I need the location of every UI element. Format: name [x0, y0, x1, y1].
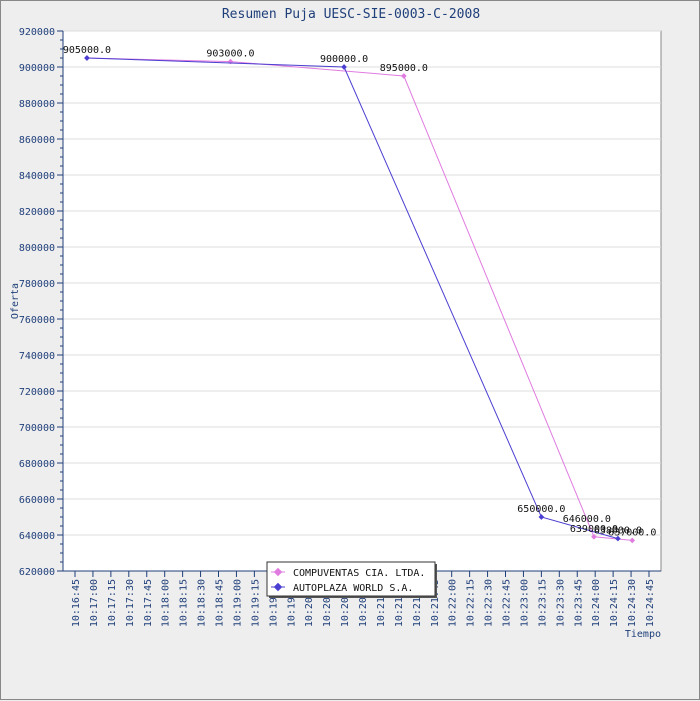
data-label: 637000.0 — [608, 527, 656, 538]
axes: 620000 640000 660000 680000 700000 720000 7400… — [19, 27, 661, 627]
x-tick-label: 10:24:30 — [627, 579, 638, 627]
x-tick-label: 10:20:45 — [358, 579, 369, 627]
x-tick-label: 10:22:15 — [466, 579, 477, 627]
x-tick-label: 10:21:45 — [430, 579, 441, 627]
y-tick-label: 880000 — [19, 99, 55, 110]
y-tick-label: 680000 — [19, 459, 55, 470]
x-tick-label: 10:22:00 — [448, 579, 459, 627]
x-tick-label: 10:19:15 — [250, 579, 261, 627]
legend-box — [266, 561, 436, 597]
x-tick-label: 10:22:30 — [484, 579, 495, 627]
x-tick-label: 10:24:00 — [591, 579, 602, 627]
y-tick-label: 640000 — [19, 531, 55, 542]
x-axis-title: Tiempo — [625, 629, 661, 640]
x-tick-label: 10:21:30 — [412, 579, 423, 627]
y-tick-label: 800000 — [19, 243, 55, 254]
legend: COMPUVENTAS CIA. LTDA. AUTOPLAZA WORLD S.… — [266, 561, 437, 598]
x-tick-label: 10:17:15 — [107, 579, 118, 627]
x-tick-label: 10:24:15 — [609, 579, 620, 627]
data-labels: 905000.0 903000.0 895000.0 639000.0637000.0… — [63, 45, 656, 538]
legend-entry: AUTOPLAZA WORLD S.A. — [293, 583, 413, 594]
x-tick-label: 10:19:30 — [268, 579, 279, 627]
grid — [63, 30, 661, 572]
data-point — [629, 537, 636, 544]
y-tick-label: 820000 — [19, 207, 55, 218]
y-tick-label: 620000 — [19, 567, 55, 578]
x-tick-label: 10:19:00 — [232, 579, 243, 627]
x-tick-label: 10:22:45 — [502, 579, 513, 627]
y-tick-label: 700000 — [19, 423, 55, 434]
y-tick-label: 920000 — [19, 27, 55, 38]
y-tick-label: 760000 — [19, 315, 55, 326]
x-tick-label: 10:20:30 — [340, 579, 351, 627]
x-tick-label: 10:18:00 — [161, 579, 172, 627]
x-tick-label: 10:17:45 — [143, 579, 154, 627]
y-axis-title: Oferta — [10, 283, 21, 319]
y-tick-label: 720000 — [19, 387, 55, 398]
x-tick-label: 10:24:45 — [645, 579, 656, 627]
data-label: 650000.0 — [517, 504, 565, 515]
x-tick-label: 10:20:00 — [304, 579, 315, 627]
x-tick-label: 10:19:45 — [286, 579, 297, 627]
data-point — [591, 533, 597, 540]
x-tick-label: 10:23:45 — [573, 579, 584, 627]
x-tick-label: 10:23:00 — [519, 579, 530, 627]
y-tick-label: 740000 — [19, 351, 55, 362]
x-tick-label: 10:23:30 — [555, 579, 566, 627]
data-label: 900000.0 — [320, 54, 368, 65]
x-tick-label: 10:21:15 — [394, 579, 405, 627]
data-label: 638000.0 — [594, 526, 642, 537]
x-tick-label: 10:16:45 — [71, 579, 82, 627]
x-tick-label: 10:17:30 — [125, 579, 136, 627]
data-label: 639000.0 — [570, 524, 618, 535]
x-tick-label: 10:18:15 — [179, 579, 190, 627]
x-tick-label: 10:23:15 — [537, 579, 548, 627]
plot-area — [62, 30, 662, 572]
y-tick-label: 860000 — [19, 135, 55, 146]
data-label: 905000.0 — [63, 45, 111, 56]
data-label: 895000.0 — [380, 63, 428, 74]
x-tick-label: 10:17:00 — [89, 579, 100, 627]
y-tick-label: 900000 — [19, 63, 55, 74]
chart-title: Resumen Puja UESC-SIE-0003-C-2008 — [222, 7, 480, 22]
y-tick-label: 660000 — [19, 495, 55, 506]
data-point — [615, 535, 621, 542]
series-lines — [84, 55, 636, 544]
x-tick-label: 10:20:15 — [322, 579, 333, 627]
x-tick-label: 10:21:00 — [376, 579, 387, 627]
x-tick-label: 10:18:45 — [215, 579, 226, 627]
data-label: 646000.0 — [563, 514, 611, 525]
data-label: 903000.0 — [206, 49, 254, 60]
y-tick-label: 840000 — [19, 171, 55, 182]
data-point — [538, 514, 545, 520]
series-line — [86, 57, 619, 540]
legend-swatch-marker — [273, 567, 283, 577]
y-tick-label: 780000 — [19, 279, 55, 290]
legend-entry: COMPUVENTAS CIA. LTDA. — [293, 568, 425, 579]
x-tick-label: 10:18:30 — [197, 579, 208, 627]
data-point — [401, 73, 407, 79]
legend-swatch-marker — [273, 582, 283, 592]
